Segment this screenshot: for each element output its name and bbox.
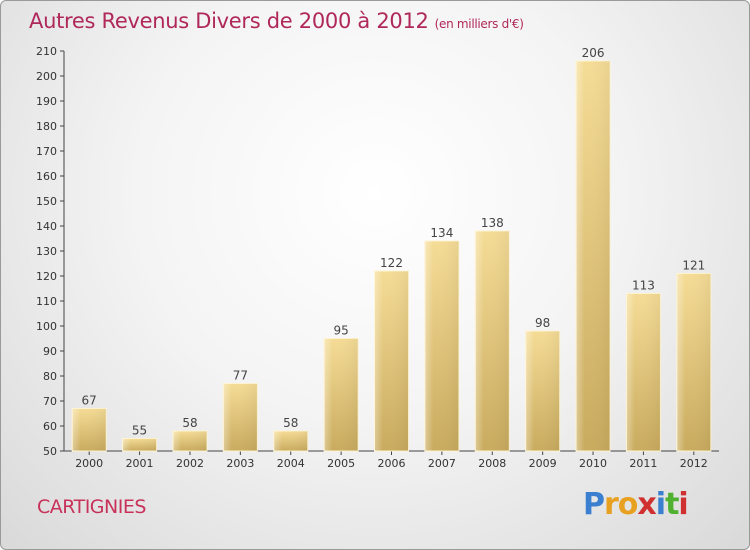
bar-shade-2009 (525, 331, 560, 451)
data-label: 55 (132, 424, 147, 438)
x-tick-label: 2009 (529, 457, 557, 470)
x-tick-label: 2011 (629, 457, 657, 470)
data-label: 138 (481, 216, 504, 230)
bar-shade-2006 (374, 271, 409, 451)
data-label: 121 (682, 259, 705, 273)
bar-shade-2003 (223, 383, 258, 451)
axes: 50 60 70 80 90 100 110 120 130 140 150 160 170 180 190… (36, 45, 719, 470)
y-tick-label: 50 (43, 445, 57, 458)
y-tick-label: 190 (36, 95, 57, 108)
x-tick-label: 2005 (327, 457, 355, 470)
y-tick-label: 100 (36, 320, 57, 333)
data-label: 67 (82, 394, 97, 408)
logo-letter: P (583, 487, 605, 522)
bar-shade-2002 (172, 431, 207, 451)
logo-letter: t (665, 487, 679, 522)
x-tick-label: 2003 (226, 457, 254, 470)
commune-name: CARTIGNIES (37, 496, 146, 518)
title-text: Autres Revenus Divers de 2000 à 2012 (29, 9, 429, 33)
y-tick-label: 210 (36, 45, 57, 58)
y-tick-label: 130 (36, 245, 57, 258)
bar-shade-2011 (626, 293, 661, 451)
bar-shade-2008 (475, 231, 510, 451)
y-tick-label: 80 (43, 370, 57, 383)
x-tick-label: 2010 (579, 457, 607, 470)
data-label: 58 (283, 416, 298, 430)
x-tick-label: 2001 (126, 457, 154, 470)
y-tick-label: 150 (36, 195, 57, 208)
logo-letter: r (604, 487, 619, 522)
y-tick-label: 70 (43, 395, 57, 408)
data-label: 98 (535, 316, 550, 330)
data-label: 95 (333, 324, 348, 338)
y-tick-label: 60 (43, 420, 57, 433)
bar-shade-2005 (324, 338, 359, 451)
x-tick-label: 2004 (277, 457, 305, 470)
x-tick-label: 2008 (478, 457, 506, 470)
logo-letter: x (637, 487, 656, 522)
logo-letter: i (655, 487, 666, 522)
data-label: 113 (632, 279, 655, 293)
data-label: 77 (233, 369, 248, 383)
bar-shade-2012 (676, 273, 711, 451)
y-tick-label: 160 (36, 170, 57, 183)
x-tick-label: 2007 (428, 457, 456, 470)
bar-shade-2004 (273, 431, 308, 451)
logo-letter: o (617, 487, 639, 522)
bars (71, 60, 712, 452)
logo-letter: i (678, 487, 688, 522)
bar-shade-2001 (122, 438, 157, 451)
y-tick-label: 120 (36, 270, 57, 283)
y-tick-label: 170 (36, 145, 57, 158)
proxiti-logo: Proxiti (583, 487, 689, 522)
y-tick-label: 180 (36, 120, 57, 133)
title-unit: (en milliers d'€) (434, 17, 524, 31)
bar-shade-2010 (576, 61, 611, 451)
chart-title: Autres Revenus Divers de 2000 à 2012 (en … (29, 9, 524, 33)
data-label: 134 (430, 226, 453, 240)
y-tick-label: 90 (43, 345, 57, 358)
data-labels: 67 55 58 77 58 95 122 134 138 98 206 113 121 (82, 46, 706, 438)
y-tick-label: 140 (36, 220, 57, 233)
x-tick-label: 2012 (680, 457, 708, 470)
y-tick-label: 200 (36, 70, 57, 83)
y-tick-label: 110 (36, 295, 57, 308)
data-label: 206 (582, 46, 605, 60)
data-label: 122 (380, 256, 403, 270)
bar-shade-2000 (72, 408, 107, 451)
x-tick-label: 2000 (75, 457, 103, 470)
bar-shade-2007 (424, 241, 459, 451)
x-tick-label: 2002 (176, 457, 204, 470)
x-tick-label: 2006 (378, 457, 406, 470)
data-label: 58 (182, 416, 197, 430)
